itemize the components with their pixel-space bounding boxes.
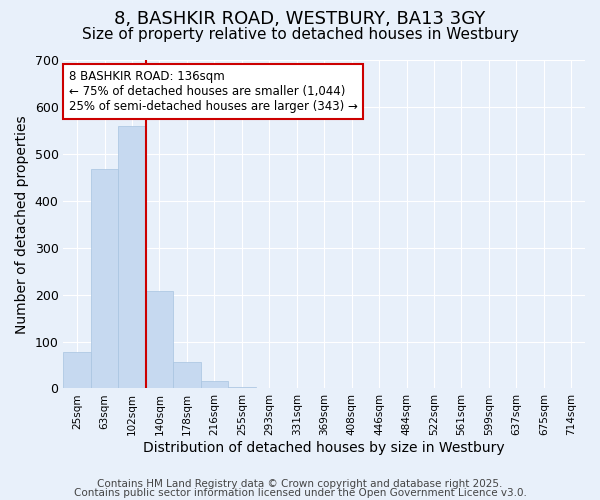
Bar xyxy=(91,170,118,388)
Bar xyxy=(228,387,256,388)
Text: Contains HM Land Registry data © Crown copyright and database right 2025.: Contains HM Land Registry data © Crown c… xyxy=(97,479,503,489)
Bar xyxy=(146,292,173,388)
Bar xyxy=(173,362,200,388)
Bar xyxy=(64,352,91,389)
Text: Contains public sector information licensed under the Open Government Licence v3: Contains public sector information licen… xyxy=(74,488,526,498)
Text: 8, BASHKIR ROAD, WESTBURY, BA13 3GY: 8, BASHKIR ROAD, WESTBURY, BA13 3GY xyxy=(115,10,485,28)
Text: Size of property relative to detached houses in Westbury: Size of property relative to detached ho… xyxy=(82,28,518,42)
X-axis label: Distribution of detached houses by size in Westbury: Distribution of detached houses by size … xyxy=(143,441,505,455)
Bar xyxy=(118,126,146,388)
Bar xyxy=(200,382,228,388)
Y-axis label: Number of detached properties: Number of detached properties xyxy=(15,115,29,334)
Text: 8 BASHKIR ROAD: 136sqm
← 75% of detached houses are smaller (1,044)
25% of semi-: 8 BASHKIR ROAD: 136sqm ← 75% of detached… xyxy=(68,70,358,113)
